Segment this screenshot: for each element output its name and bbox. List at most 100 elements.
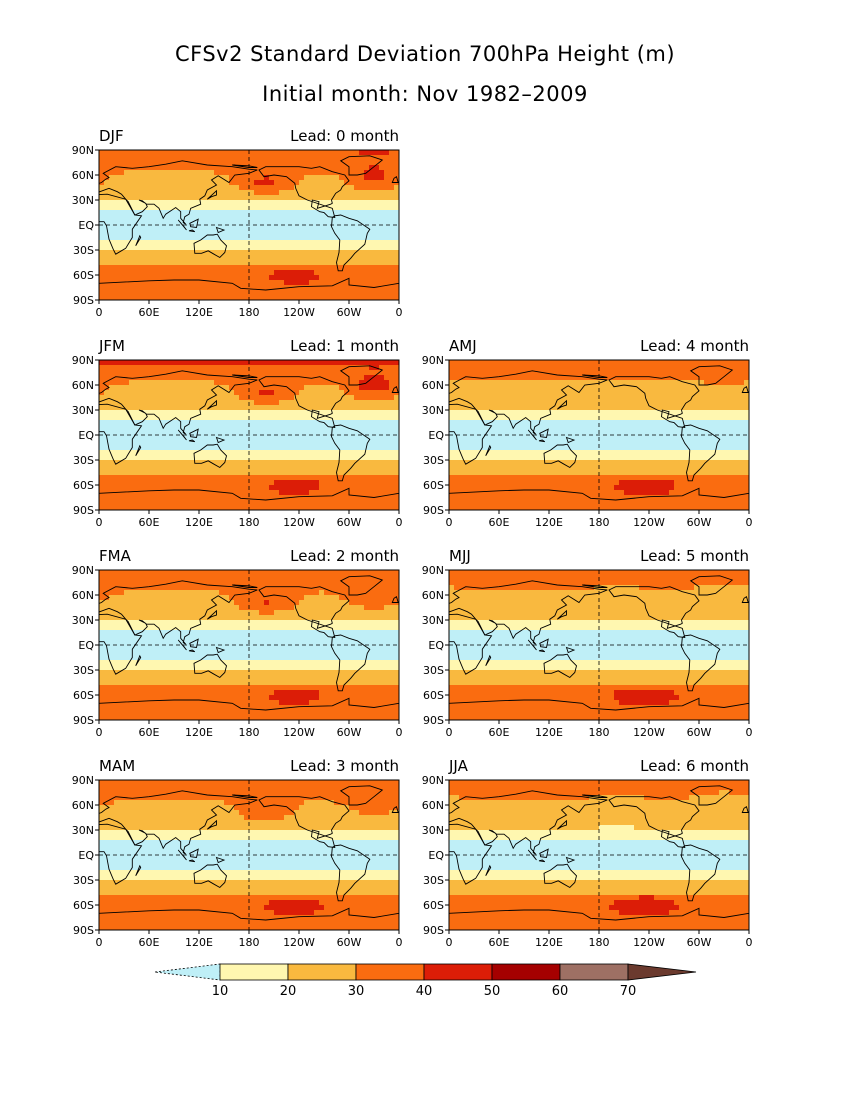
heatmap-cell: [334, 495, 340, 501]
heatmap-cell: [229, 185, 235, 191]
heatmap-cell: [234, 385, 240, 391]
heatmap-cell: [294, 660, 300, 666]
heatmap-cell: [99, 435, 105, 441]
heatmap-cell: [249, 615, 255, 621]
heatmap-cell: [369, 475, 375, 481]
heatmap-cell: [254, 575, 260, 581]
heatmap-cell: [294, 150, 300, 156]
heatmap-cell: [384, 190, 390, 196]
heatmap-cell: [384, 580, 390, 586]
heatmap-cell: [319, 465, 325, 471]
heatmap-cell: [334, 615, 340, 621]
heatmap-cell: [199, 590, 205, 596]
heatmap-cell: [354, 275, 360, 281]
heatmap-cell: [379, 365, 385, 371]
heatmap-cell: [389, 465, 395, 471]
heatmap-cell: [294, 640, 300, 646]
heatmap-cell: [229, 370, 235, 376]
heatmap-cell: [299, 370, 305, 376]
heatmap-cell: [374, 295, 380, 300]
heatmap-cell: [109, 220, 115, 226]
heatmap-cell: [114, 155, 120, 161]
heatmap-cell: [134, 295, 140, 300]
heatmap-cell: [314, 435, 320, 441]
heatmap-cell: [184, 245, 190, 251]
heatmap-cell: [279, 385, 285, 391]
heatmap-cell: [179, 495, 185, 501]
heatmap-cell: [359, 155, 365, 161]
heatmap-cell: [284, 460, 290, 466]
heatmap-cell: [229, 650, 235, 656]
heatmap-cell: [144, 275, 150, 281]
heatmap-cell: [244, 505, 250, 510]
heatmap-cell: [129, 435, 135, 441]
heatmap-cell: [179, 295, 185, 300]
heatmap-cell: [109, 360, 115, 366]
heatmap-cell: [299, 670, 305, 676]
heatmap-cell: [199, 430, 205, 436]
heatmap-cell: [184, 640, 190, 646]
heatmap-cell: [279, 280, 285, 286]
heatmap-cell: [239, 175, 245, 181]
heatmap-cell: [114, 210, 120, 216]
heatmap-cell: [144, 160, 150, 166]
heatmap-cell: [119, 435, 125, 441]
heatmap-cell: [244, 435, 250, 441]
panel-season-label: DJF: [99, 127, 124, 145]
heatmap-cell: [289, 470, 295, 476]
heatmap-cell: [114, 655, 120, 661]
heatmap-cell: [224, 650, 230, 656]
heatmap-cell: [279, 200, 285, 206]
heatmap-cell: [364, 405, 370, 411]
heatmap-cell: [104, 240, 110, 246]
heatmap-cell: [314, 505, 320, 510]
heatmap-cell: [184, 580, 190, 586]
heatmap-cell: [104, 505, 110, 510]
heatmap-cell: [139, 280, 145, 286]
heatmap-cell: [194, 410, 200, 416]
heatmap-cell: [134, 180, 140, 186]
heatmap-cell: [274, 590, 280, 596]
heatmap-cell: [114, 635, 120, 641]
heatmap-cell: [144, 580, 150, 586]
heatmap-cell: [204, 370, 210, 376]
heatmap-cell: [164, 675, 170, 681]
heatmap-cell: [224, 620, 230, 626]
heatmap-cell: [369, 190, 375, 196]
heatmap-cell: [309, 570, 315, 576]
heatmap-cell: [344, 285, 350, 291]
heatmap-cell: [144, 390, 150, 396]
heatmap-cell: [134, 170, 140, 176]
heatmap-cell: [154, 275, 160, 281]
heatmap-cell: [274, 415, 280, 421]
heatmap-cell: [129, 175, 135, 181]
heatmap-cell: [184, 480, 190, 486]
heatmap-cell: [159, 635, 165, 641]
heatmap-cell: [359, 480, 365, 486]
heatmap-cell: [249, 655, 255, 661]
heatmap-cell: [239, 185, 245, 191]
heatmap-cell: [354, 220, 360, 226]
heatmap-cell: [224, 285, 230, 291]
heatmap-cell: [134, 590, 140, 596]
y-tick-label: 60S: [73, 269, 94, 282]
heatmap-cell: [214, 595, 220, 601]
heatmap-cell: [339, 215, 345, 221]
heatmap-cell: [224, 185, 230, 191]
heatmap-cell: [274, 420, 280, 426]
heatmap-cell: [214, 500, 220, 506]
heatmap-cell: [294, 635, 300, 641]
heatmap-cell: [234, 590, 240, 596]
heatmap-cell: [299, 165, 305, 171]
heatmap-cell: [394, 440, 399, 446]
heatmap-cell: [149, 670, 155, 676]
heatmap-cell: [124, 245, 130, 251]
heatmap-cell: [264, 375, 270, 381]
heatmap-cell: [319, 420, 325, 426]
heatmap-cell: [229, 290, 235, 296]
heatmap-cell: [239, 575, 245, 581]
heatmap-cell: [129, 625, 135, 631]
heatmap-cell: [374, 580, 380, 586]
heatmap-cell: [284, 295, 290, 300]
heatmap-cell: [134, 650, 140, 656]
